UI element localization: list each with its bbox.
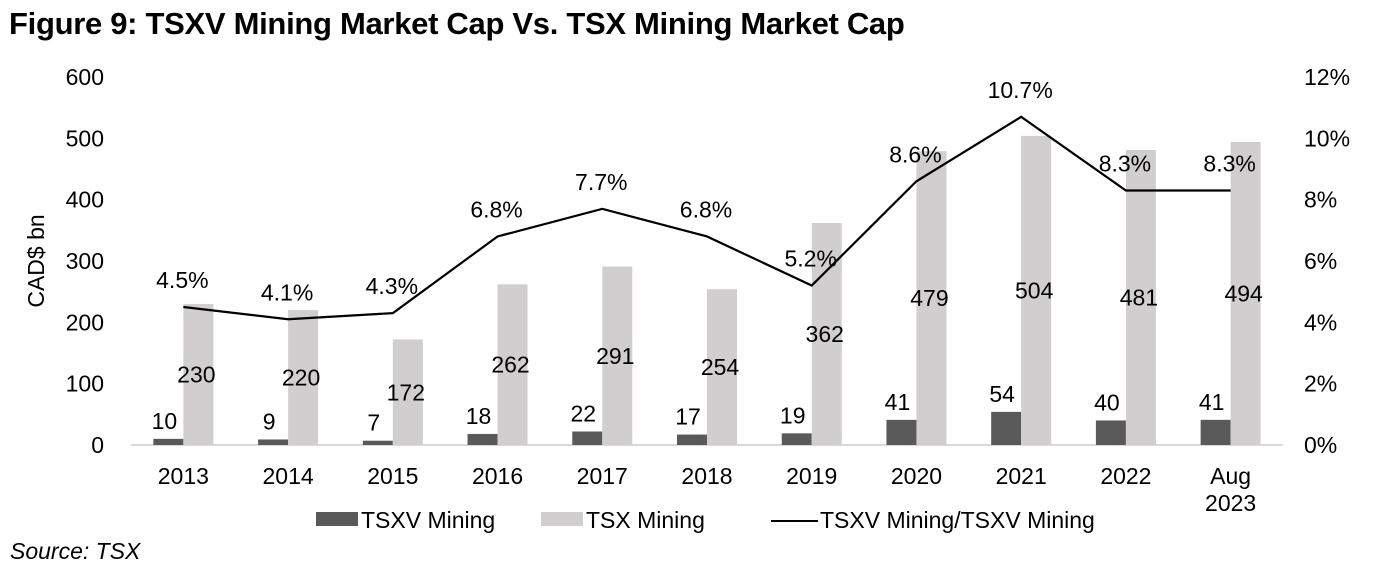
legend-swatch-tsxv	[316, 512, 358, 526]
x-axis-ticks: 2013 2014 2015 2016 2017 2018 2019 2020 2021 2022…	[158, 463, 1256, 516]
tsxv-bar-label: 17	[675, 404, 701, 430]
y2-tick-label: 0%	[1304, 432, 1337, 458]
x-tick-label: 2013	[158, 463, 209, 489]
tsx-bar	[497, 284, 528, 445]
tsx-bars	[183, 135, 1261, 446]
tsxv-bar-label: 41	[885, 389, 911, 415]
tsxv-bar	[1095, 420, 1126, 445]
tsxv-bar	[1200, 419, 1231, 445]
y2-tick-label: 12%	[1304, 64, 1350, 90]
legend-label-ratio: TSXV Mining/TSXV Mining	[820, 507, 1095, 533]
tsxv-bar	[467, 433, 498, 445]
tsxv-bar-label: 19	[780, 402, 806, 428]
tsx-bar	[288, 310, 319, 445]
ratio-label: 5.2%	[785, 246, 837, 272]
ratio-label: 10.7%	[988, 77, 1053, 103]
x-tick-label: 2015	[367, 463, 418, 489]
source-note: Source: TSX	[10, 538, 141, 564]
y2-tick-label: 6%	[1304, 248, 1337, 274]
tsx-bar-label: 504	[1015, 277, 1054, 303]
tsxv-bars	[153, 411, 1231, 445]
tsxv-bar	[781, 433, 812, 445]
tsx-bar-label: 362	[806, 321, 844, 347]
left-axis-ticks: 0 100 200 300 400 500 600	[66, 64, 104, 458]
x-tick-label: 2020	[891, 463, 942, 489]
bar-data-labels: 10 9 7 18 22 17 19 41 54 40 41 230 220 172 262 291 254 36…	[152, 277, 1263, 435]
legend-label-tsx: TSX Mining	[586, 507, 705, 533]
right-axis-ticks: 0% 2% 4% 6% 8% 10% 12%	[1304, 64, 1350, 458]
x-tick-label: 2019	[786, 463, 837, 489]
tsx-bar	[1021, 135, 1052, 445]
ratio-label: 7.7%	[575, 169, 627, 195]
ratio-label: 6.8%	[680, 196, 732, 222]
tsx-bar-label: 479	[910, 285, 948, 311]
y2-tick-label: 8%	[1304, 187, 1337, 213]
tsx-bar-label: 230	[177, 361, 215, 387]
y-tick-label: 600	[66, 64, 104, 90]
tsx-bar	[183, 303, 214, 445]
y-tick-label: 300	[66, 248, 104, 274]
legend: TSXV Mining TSX Mining TSXV Mining/TSXV …	[316, 507, 1095, 533]
tsxv-bar-label: 7	[367, 410, 380, 436]
tsxv-bar-label: 54	[989, 381, 1015, 407]
tsx-bar	[916, 151, 947, 446]
tsx-bar	[602, 266, 633, 445]
tsx-bar-label: 481	[1120, 284, 1158, 310]
tsxv-bar-label: 40	[1094, 389, 1120, 415]
tsxv-bar	[153, 438, 184, 445]
tsxv-bar	[886, 419, 917, 445]
y-tick-label: 400	[66, 187, 104, 213]
tsx-bar-label: 494	[1224, 281, 1263, 307]
x-tick-label: 2023	[1205, 490, 1256, 516]
tsx-bar-label: 262	[491, 352, 529, 378]
tsxv-bar-label: 10	[152, 408, 178, 434]
ratio-label: 6.8%	[470, 196, 522, 222]
y2-tick-label: 4%	[1304, 309, 1337, 335]
tsx-bar	[392, 339, 423, 445]
ratio-label: 4.3%	[366, 273, 418, 299]
tsx-bar-label: 291	[596, 343, 634, 369]
tsx-bar	[707, 289, 737, 445]
ratio-label: 4.1%	[261, 279, 313, 305]
x-tick-label: 2014	[263, 463, 314, 489]
y-axis-label: CAD$ bn	[23, 214, 49, 307]
tsxv-bar	[572, 431, 603, 445]
ratio-line-series	[183, 115, 1231, 321]
tsxv-bar	[677, 434, 707, 445]
tsxv-bar	[258, 439, 289, 445]
tsxv-bar	[991, 411, 1022, 445]
legend-label-tsxv: TSXV Mining	[361, 507, 495, 533]
tsxv-bar-label: 18	[466, 403, 492, 429]
ratio-label: 8.6%	[889, 141, 941, 167]
x-tick-label: 2017	[577, 463, 628, 489]
tsxv-bar-label: 22	[570, 401, 596, 427]
ratio-label: 4.5%	[156, 267, 208, 293]
x-tick-label: 2016	[472, 463, 523, 489]
x-tick-label: 2018	[681, 463, 732, 489]
y-tick-label: 500	[66, 125, 104, 151]
ratio-label: 8.3%	[1099, 150, 1151, 176]
y2-tick-label: 2%	[1304, 371, 1337, 397]
tsx-bar	[1230, 142, 1261, 445]
tsx-bar-label: 220	[282, 365, 320, 391]
tsx-bar-label: 172	[387, 379, 425, 405]
y-tick-label: 100	[66, 371, 104, 397]
x-tick-label: Aug	[1210, 463, 1251, 489]
figure-title: Figure 9: TSXV Mining Market Cap Vs. TSX…	[9, 6, 905, 41]
legend-swatch-tsx	[541, 512, 583, 526]
x-tick-label: 2022	[1100, 463, 1151, 489]
line-data-labels: 4.5% 4.1% 4.3% 6.8% 7.7% 6.8% 5.2% 8.6% 10.7% 8.3…	[156, 77, 1256, 305]
y-tick-label: 0	[91, 432, 104, 458]
tsx-bar	[1125, 149, 1156, 445]
x-tick-label: 2021	[996, 463, 1047, 489]
ratio-label: 8.3%	[1203, 150, 1255, 176]
tsxv-bar-label: 41	[1199, 389, 1225, 415]
tsxv-bar-label: 9	[263, 408, 276, 434]
tsxv-bar	[362, 440, 393, 445]
tsx-bar-label: 254	[701, 354, 740, 380]
y-tick-label: 200	[66, 309, 104, 335]
y2-tick-label: 10%	[1304, 125, 1350, 151]
